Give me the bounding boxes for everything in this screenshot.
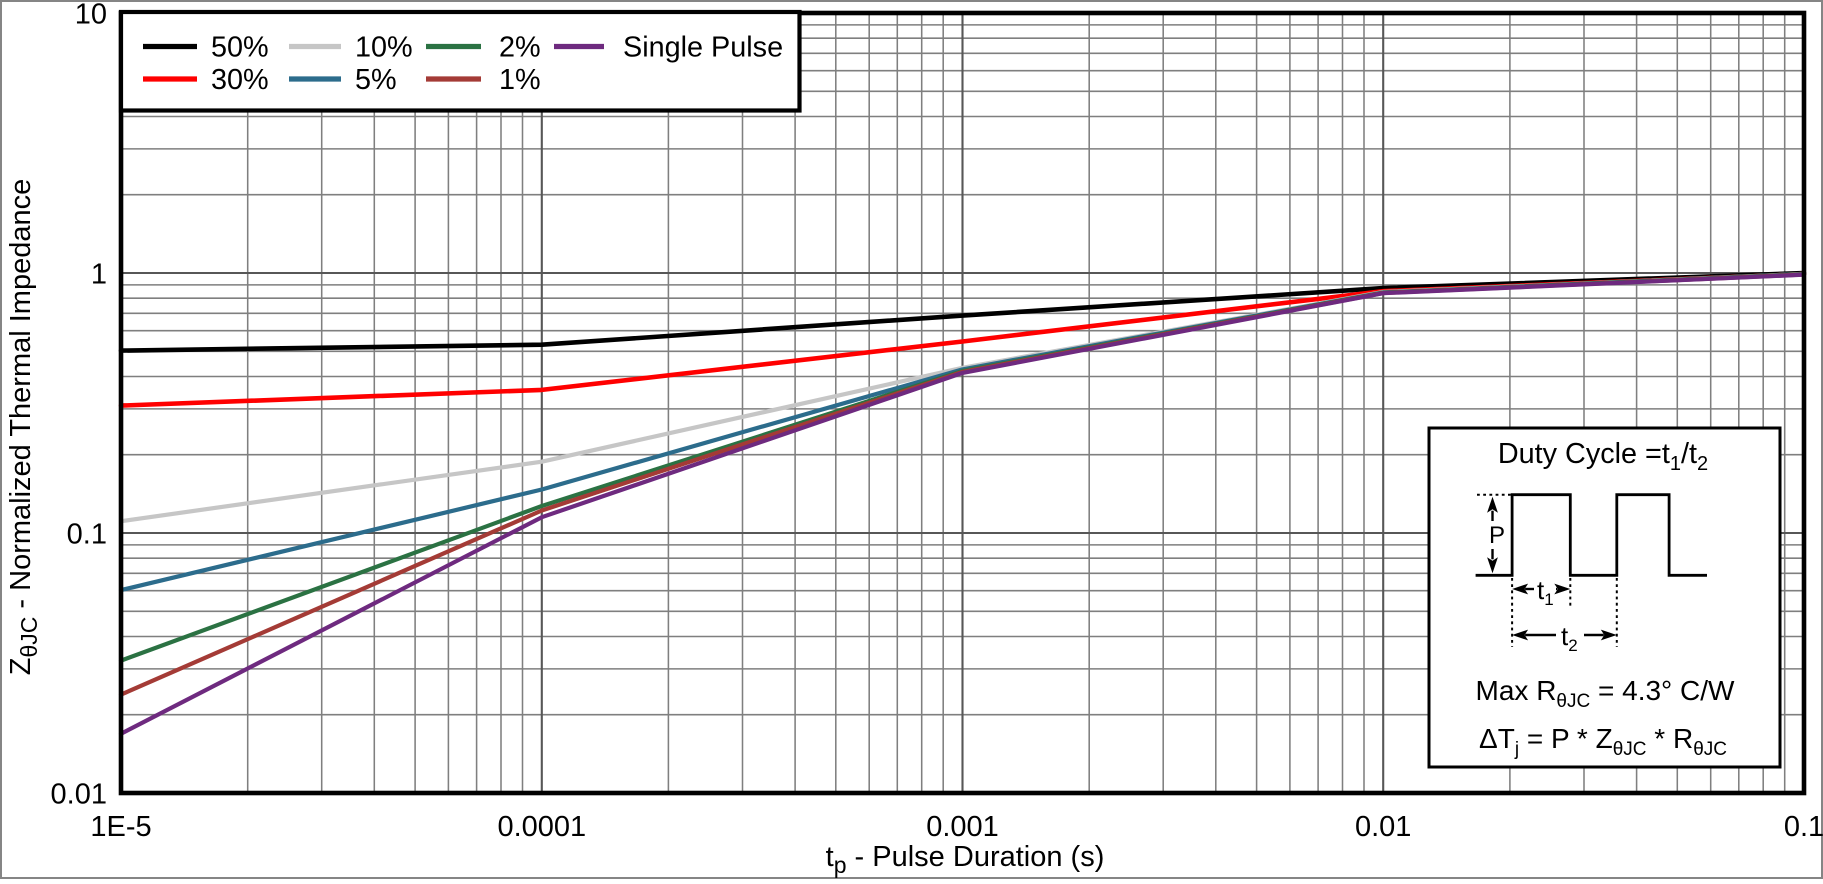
- svg-text:0.0001: 0.0001: [497, 811, 586, 843]
- svg-text:tp - Pulse Duration (s): tp - Pulse Duration (s): [826, 841, 1105, 878]
- svg-text:1%: 1%: [499, 64, 541, 96]
- svg-text:0.01: 0.01: [51, 779, 107, 811]
- svg-text:0.1: 0.1: [67, 519, 107, 551]
- svg-text:ΔTj = P * ZθJC * RθJC: ΔTj = P * ZθJC * RθJC: [1479, 723, 1727, 760]
- svg-text:ZθJC - Normalized Thermal Impe: ZθJC - Normalized Thermal Impedance: [5, 179, 42, 676]
- svg-text:0.001: 0.001: [926, 811, 999, 843]
- svg-text:1E-5: 1E-5: [90, 811, 151, 843]
- svg-text:5%: 5%: [355, 64, 397, 96]
- svg-text:Max RθJC = 4.3° C/W: Max RθJC = 4.3° C/W: [1476, 675, 1736, 712]
- svg-text:50%: 50%: [211, 32, 269, 64]
- svg-text:Single Pulse: Single Pulse: [623, 32, 783, 64]
- svg-text:2%: 2%: [499, 32, 541, 64]
- svg-text:10%: 10%: [355, 32, 413, 64]
- svg-text:P: P: [1489, 522, 1505, 549]
- svg-text:0.01: 0.01: [1355, 811, 1411, 843]
- svg-text:30%: 30%: [211, 64, 269, 96]
- svg-text:0.1: 0.1: [1784, 811, 1823, 843]
- svg-text:1: 1: [91, 259, 107, 291]
- svg-text:10: 10: [75, 0, 107, 31]
